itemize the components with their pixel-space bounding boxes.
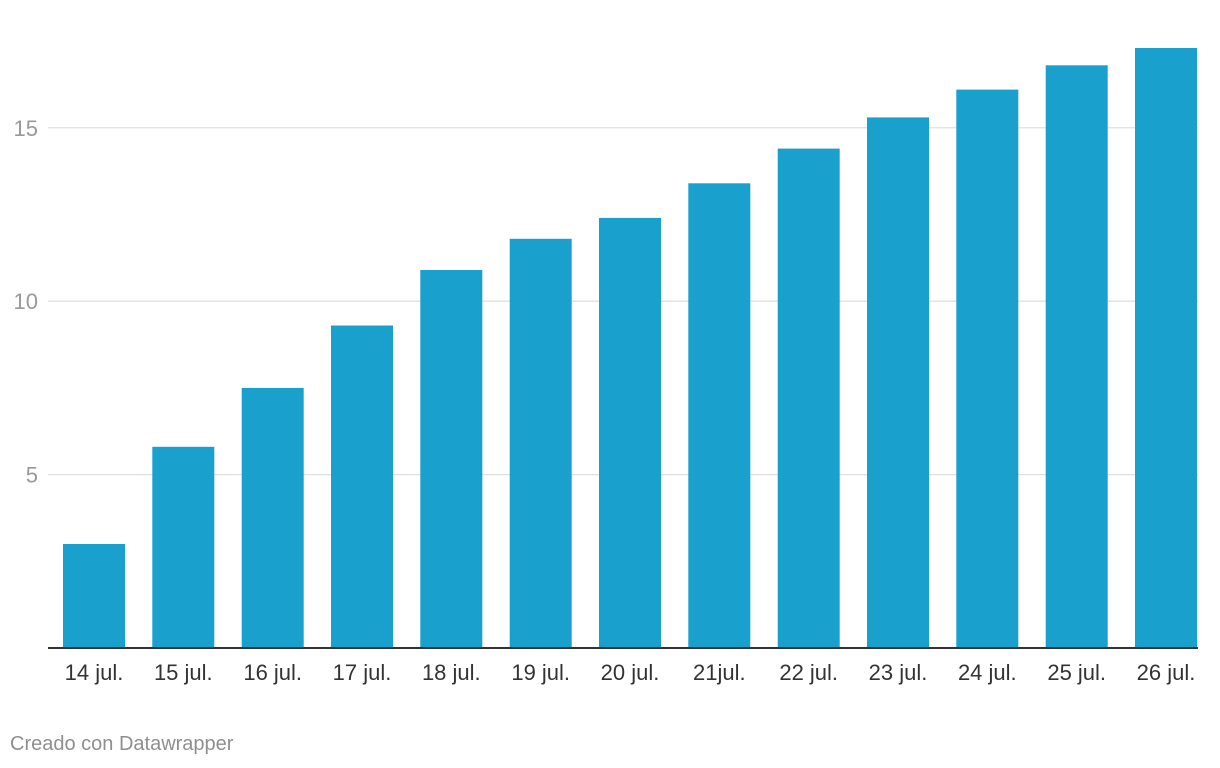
- x-tick-label: 17 jul.: [333, 660, 392, 685]
- x-tick-label: 16 jul.: [243, 660, 302, 685]
- bar: [1045, 65, 1108, 649]
- x-tick-label: 25 jul.: [1047, 660, 1106, 685]
- bar: [688, 183, 751, 649]
- bar: [241, 387, 304, 648]
- x-tick-label: 18 jul.: [422, 660, 481, 685]
- x-tick-label: 20 jul.: [601, 660, 660, 685]
- x-tick-label: 24 jul.: [958, 660, 1017, 685]
- x-tick-label: 15 jul.: [154, 660, 213, 685]
- bar: [777, 148, 840, 648]
- x-tick-label: 23 jul.: [869, 660, 928, 685]
- bar: [509, 238, 572, 649]
- y-tick-label: 15: [14, 116, 38, 141]
- footer-credit: Creado con Datawrapper: [10, 733, 234, 755]
- y-tick-label: 10: [14, 289, 38, 314]
- bar: [63, 544, 125, 648]
- bar: [420, 270, 483, 648]
- bar: [331, 325, 393, 648]
- y-tick-label: 5: [26, 463, 38, 488]
- x-tick-label: 19 jul.: [511, 660, 570, 685]
- x-tick-label: 21jul.: [693, 660, 746, 685]
- x-tick-label: 14 jul.: [65, 660, 124, 685]
- x-tick-label: 22 jul.: [779, 660, 838, 685]
- bar: [867, 117, 929, 648]
- x-tick-label: 26 jul.: [1137, 660, 1196, 685]
- bar: [152, 446, 215, 648]
- bar: [956, 89, 1019, 649]
- bar: [599, 217, 661, 648]
- x-axis-ticks: 14 jul. 15 jul. 16 jul. 17 jul. 18 jul. 19 ju…: [65, 660, 1196, 685]
- y-axis-ticks: 5 10 15: [14, 116, 38, 488]
- bar: [1135, 48, 1197, 648]
- bars: [63, 48, 1197, 649]
